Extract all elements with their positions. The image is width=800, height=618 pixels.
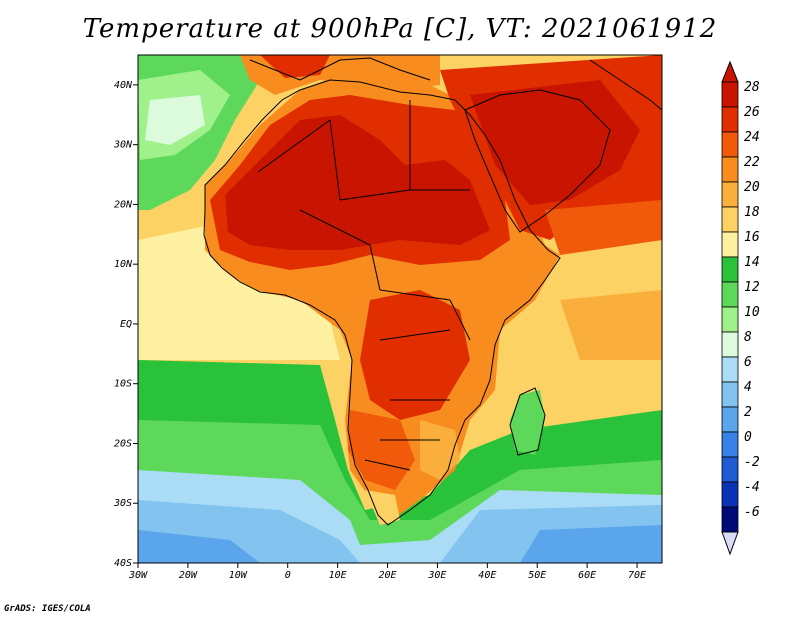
field-east-south-mild	[420, 420, 460, 480]
credit-text: GrADS: IGES/COLA	[4, 604, 91, 614]
lon-tick-label: 70E	[628, 570, 646, 581]
asia-coast	[589, 59, 662, 111]
europe-coast	[249, 57, 431, 81]
colorbar-label: 0	[744, 430, 752, 445]
colorbar-label: 2	[744, 405, 752, 420]
lat-tick-label: 20S	[114, 438, 132, 449]
country-borders	[257, 100, 471, 471]
colorbar-swatch	[721, 256, 739, 283]
lat-tick-label: 10S	[114, 379, 132, 390]
colorbar-top-arrow	[721, 60, 739, 83]
colorbar-label: -6	[744, 505, 760, 520]
colorbar-swatch	[721, 106, 739, 133]
madagascar-coast	[509, 387, 546, 456]
colorbar-label: 28	[744, 80, 760, 95]
lon-tick-label: 30W	[128, 570, 148, 581]
colorbar-swatch	[721, 356, 739, 383]
colorbar-swatch	[721, 431, 739, 458]
lon-tick-label: 50E	[528, 570, 546, 581]
longitude-axis: 30W 20W 10W 0 10E 20E 30E 40E 50E 60E 70E	[128, 563, 646, 581]
lat-tick-label: 10N	[114, 259, 133, 270]
colorbar-label: 22	[744, 155, 760, 170]
colorbar-label: 24	[744, 130, 760, 145]
colorbar-label: 8	[744, 330, 752, 345]
colorbar-label: 16	[744, 230, 760, 245]
colorbar-label: 12	[744, 280, 760, 295]
colorbar-swatch	[721, 81, 739, 108]
colorbar-swatch	[721, 231, 739, 258]
field-madagascar	[510, 390, 545, 455]
colorbar-label: 18	[744, 205, 760, 220]
colorbar-label: 6	[744, 355, 752, 370]
lat-tick-label: 40N	[114, 80, 133, 91]
colorbar-swatch	[721, 281, 739, 308]
colorbar-label: 10	[744, 305, 760, 320]
field-south-deep-blue-west	[138, 530, 260, 563]
colorbar-swatch	[721, 156, 739, 183]
lon-tick-label: 10E	[329, 570, 347, 581]
lon-tick-label: 60E	[578, 570, 596, 581]
field-sahara-hottest	[225, 115, 490, 250]
arabia-coast	[464, 89, 611, 233]
field-gulf-pale	[138, 225, 340, 360]
colorbar-swatch	[721, 331, 739, 358]
colorbar-label: 20	[744, 180, 760, 195]
colorbar-label: -2	[744, 455, 760, 470]
field-cape-mild	[365, 490, 400, 525]
colorbar-label: -4	[744, 480, 760, 495]
colorbar-swatch	[721, 381, 739, 408]
colorbar-label: 4	[744, 380, 752, 395]
colorbar-swatch	[721, 506, 739, 533]
field-arabian-sea	[545, 200, 662, 255]
coastlines	[203, 57, 662, 526]
colorbar-label: 14	[744, 255, 760, 270]
colorbar-swatch	[721, 131, 739, 158]
field-iberia-hot	[260, 55, 330, 78]
lon-tick-label: 20W	[179, 570, 198, 581]
field-indian-ocean-warm	[560, 290, 662, 360]
colorbar-swatch	[721, 206, 739, 233]
colorbar-swatch	[721, 306, 739, 333]
field-south-africa-warm	[348, 410, 415, 490]
lat-tick-label: 30S	[113, 498, 132, 509]
field-central-africa-hot	[360, 290, 470, 420]
colorbar-swatch	[721, 481, 739, 508]
colorbar-swatch	[721, 406, 739, 433]
lon-tick-label: 10W	[229, 570, 248, 581]
colorbar-label: 26	[744, 105, 760, 120]
latitude-axis: 40N 30N 20N 10N EQ 10S 20S 30S 40S	[113, 80, 138, 569]
lon-tick-label: 20E	[378, 570, 396, 581]
lat-tick-label: 20N	[114, 199, 133, 210]
field-arabia-hottest	[470, 80, 640, 205]
colorbar-bottom-arrow	[721, 531, 739, 556]
lat-tick-label: EQ	[120, 319, 132, 330]
lat-tick-label: 40S	[114, 558, 132, 569]
colorbar-swatch	[721, 181, 739, 208]
lon-tick-label: 0	[285, 570, 291, 581]
lon-tick-label: 30E	[427, 570, 446, 581]
lon-tick-label: 40E	[478, 570, 496, 581]
colorbar-swatch	[721, 456, 739, 483]
field-atlantic-pale	[145, 95, 205, 145]
map-field	[138, 55, 662, 563]
lat-tick-label: 30N	[113, 140, 133, 151]
africa-coast	[203, 79, 561, 526]
field-south-deep-blue-east	[520, 525, 662, 563]
chart-title: Temperature at 900hPa [C], VT: 202106191…	[82, 14, 718, 44]
plot-frame	[137, 54, 663, 564]
